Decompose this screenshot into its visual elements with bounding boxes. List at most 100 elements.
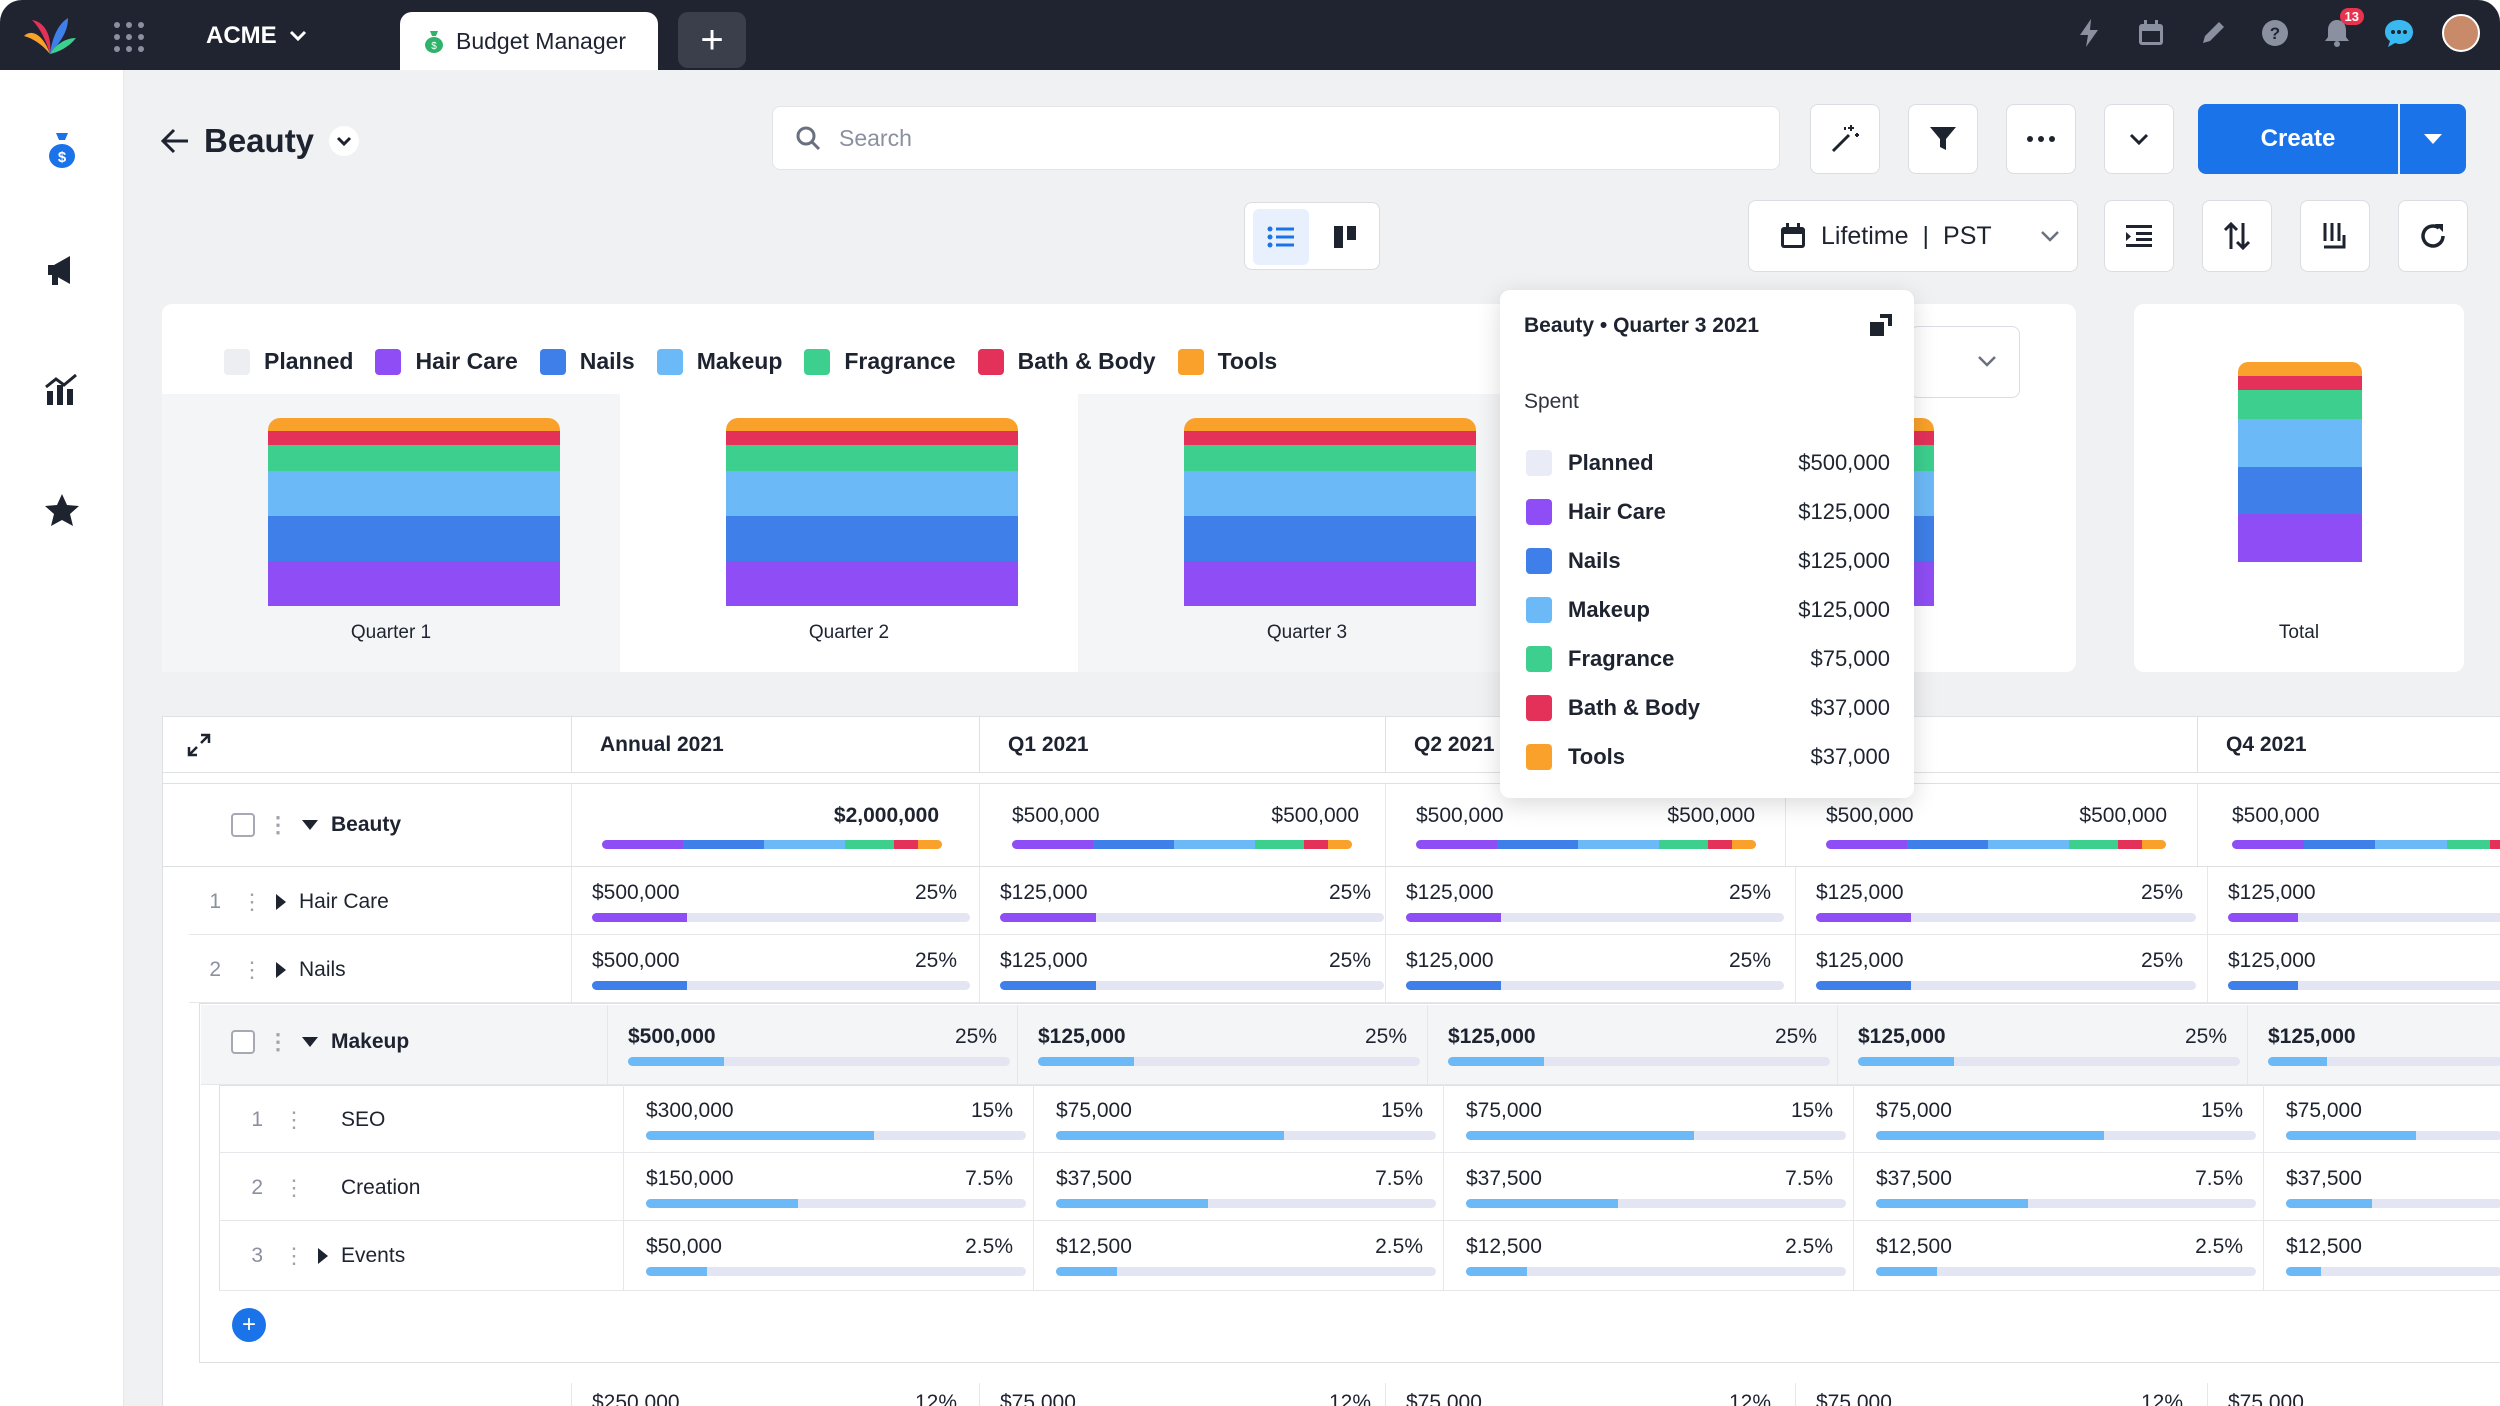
value-cell[interactable]: $125,000 25% bbox=[979, 935, 1385, 1003]
columns-button[interactable] bbox=[2300, 200, 2370, 272]
table-row[interactable]: 3 ⋮ Events bbox=[219, 1221, 2500, 1291]
value-cell[interactable]: $125,000 25% bbox=[1795, 935, 2197, 1003]
chat-icon[interactable] bbox=[2380, 14, 2418, 52]
legend-item-planned[interactable]: Planned bbox=[224, 348, 353, 375]
value-cell[interactable]: $125,000 25% bbox=[1385, 935, 1785, 1003]
drag-handle-icon[interactable]: ⋮ bbox=[283, 1175, 305, 1200]
legend-item-fragrance[interactable]: Fragrance bbox=[804, 348, 956, 375]
back-arrow-icon[interactable] bbox=[160, 128, 190, 154]
bar-segment-nails[interactable] bbox=[2238, 466, 2362, 515]
bar-segment-fragrance[interactable] bbox=[2238, 390, 2362, 419]
bar-segment-bath-body[interactable] bbox=[2238, 376, 2362, 391]
budget-money-bag-icon[interactable]: $ bbox=[42, 130, 82, 170]
value-cell[interactable]: $75,000 12% bbox=[979, 1383, 1385, 1406]
caret-down-icon[interactable] bbox=[301, 819, 319, 831]
legend-item-makeup[interactable]: Makeup bbox=[656, 348, 782, 375]
app-launcher-icon[interactable] bbox=[114, 22, 144, 52]
value-cell[interactable]: $75,000 bbox=[2207, 1383, 2500, 1406]
bar-segment-makeup[interactable] bbox=[726, 471, 1018, 517]
create-button[interactable]: Create bbox=[2198, 104, 2398, 174]
stacked-bar[interactable] bbox=[726, 418, 1018, 606]
value-cell[interactable]: $12,500 2.5% bbox=[1033, 1221, 1443, 1291]
caret-right-icon[interactable] bbox=[317, 1247, 329, 1265]
drag-handle-icon[interactable]: ⋮ bbox=[267, 1029, 289, 1054]
bar-segment-fragrance[interactable] bbox=[1184, 444, 1476, 472]
bar-segment-hair-care[interactable] bbox=[2238, 514, 2362, 562]
add-row-button[interactable]: + bbox=[232, 1308, 266, 1342]
user-avatar[interactable] bbox=[2442, 14, 2480, 52]
value-cell[interactable]: $37,500 7.5% bbox=[1033, 1153, 1443, 1221]
value-cell[interactable]: $75,000 15% bbox=[1033, 1085, 1443, 1153]
board-view-icon[interactable] bbox=[1317, 209, 1373, 265]
value-cell[interactable]: $75,000 12% bbox=[1385, 1383, 1785, 1406]
legend-item-nails[interactable]: Nails bbox=[539, 348, 635, 375]
value-cell[interactable]: $12,500 bbox=[2263, 1221, 2500, 1291]
drag-handle-icon[interactable]: ⋮ bbox=[241, 957, 263, 982]
bar-segment-nails[interactable] bbox=[268, 516, 560, 562]
legend-item-tools[interactable]: Tools bbox=[1177, 348, 1277, 375]
column-header[interactable]: Q1 2021 bbox=[979, 717, 1385, 773]
create-dropdown-button[interactable] bbox=[2400, 104, 2466, 174]
value-cell[interactable]: $50,000 2.5% bbox=[623, 1221, 1033, 1291]
bar-segment-makeup[interactable] bbox=[2238, 418, 2362, 467]
table-row[interactable]: 2 ⋮ Nails bbox=[189, 935, 2500, 1003]
date-range-selector[interactable]: Lifetime | PST bbox=[1748, 200, 2078, 272]
value-cell[interactable]: $125,000 25% bbox=[1837, 1005, 2247, 1085]
bar-segment-hair-care[interactable] bbox=[268, 561, 560, 606]
bar-segment-fragrance[interactable] bbox=[726, 444, 1018, 472]
drag-handle-icon[interactable]: ⋮ bbox=[267, 812, 289, 837]
value-cell[interactable]: $37,500 7.5% bbox=[1853, 1153, 2263, 1221]
table-row-subgroup[interactable]: ⋮ Makeup bbox=[201, 1005, 2500, 1085]
stacked-bar[interactable] bbox=[2238, 362, 2362, 562]
value-cell[interactable]: $75,000 15% bbox=[1853, 1085, 2263, 1153]
notifications-bell-icon[interactable]: 13 bbox=[2318, 8, 2364, 52]
megaphone-icon[interactable] bbox=[42, 250, 82, 290]
value-cell[interactable]: $125,000 25% bbox=[1385, 867, 1785, 935]
value-cell[interactable]: $125,000 bbox=[2207, 935, 2500, 1003]
bar-segment-bath-body[interactable] bbox=[268, 431, 560, 445]
drag-handle-icon[interactable]: ⋮ bbox=[283, 1107, 305, 1132]
bar-segment-tools[interactable] bbox=[1184, 418, 1476, 432]
list-view-icon[interactable] bbox=[1253, 209, 1309, 265]
value-cell[interactable]: $150,000 7.5% bbox=[623, 1153, 1033, 1221]
bar-segment-nails[interactable] bbox=[1184, 516, 1476, 562]
value-cell[interactable]: $125,000 25% bbox=[979, 867, 1385, 935]
chart-dropdown[interactable] bbox=[1910, 326, 2020, 398]
tab-budget-manager[interactable]: $ Budget Manager bbox=[400, 12, 658, 70]
value-cell[interactable]: $75,000 bbox=[2263, 1085, 2500, 1153]
value-cell[interactable]: $75,000 15% bbox=[1443, 1085, 1853, 1153]
stacked-bar[interactable] bbox=[268, 418, 560, 606]
table-row[interactable]: 1 ⋮ Hair Care bbox=[189, 867, 2500, 935]
stacked-bar[interactable] bbox=[1184, 418, 1476, 606]
bar-segment-bath-body[interactable] bbox=[1184, 431, 1476, 445]
app-logo[interactable] bbox=[22, 14, 78, 56]
table-row[interactable]: 1 ⋮ SEO bbox=[219, 1085, 2500, 1153]
pencil-icon[interactable] bbox=[2194, 14, 2232, 52]
quarter-card[interactable]: Quarter 2 bbox=[620, 394, 1078, 672]
bar-segment-bath-body[interactable] bbox=[726, 431, 1018, 445]
refresh-button[interactable] bbox=[2398, 200, 2468, 272]
help-icon[interactable]: ? bbox=[2256, 14, 2294, 52]
caret-down-icon[interactable] bbox=[301, 1036, 319, 1048]
column-header[interactable]: Annual 2021 bbox=[571, 717, 979, 773]
value-cell[interactable]: $125,000 bbox=[2207, 867, 2500, 935]
more-options-button[interactable] bbox=[2006, 104, 2076, 174]
value-cell[interactable]: $125,000 bbox=[2247, 1005, 2500, 1085]
calendar-icon[interactable] bbox=[2132, 14, 2170, 52]
value-cell[interactable]: $250,000 12% bbox=[571, 1383, 971, 1406]
legend-item-hair-care[interactable]: Hair Care bbox=[375, 348, 518, 375]
value-cell[interactable]: $500,000 25% bbox=[607, 1005, 1017, 1085]
expand-icon[interactable] bbox=[1868, 312, 1894, 338]
value-cell[interactable]: $300,000 15% bbox=[623, 1085, 1033, 1153]
caret-right-icon[interactable] bbox=[275, 893, 287, 911]
value-cell[interactable]: $12,500 2.5% bbox=[1443, 1221, 1853, 1291]
lightning-icon[interactable] bbox=[2070, 14, 2108, 52]
expand-arrows-icon[interactable] bbox=[187, 733, 211, 757]
add-tab-button[interactable]: + bbox=[678, 12, 746, 68]
caret-right-icon[interactable] bbox=[275, 961, 287, 979]
value-cell[interactable]: $37,500 7.5% bbox=[1443, 1153, 1853, 1221]
filter-button[interactable] bbox=[1908, 104, 1978, 174]
drag-handle-icon[interactable]: ⋮ bbox=[283, 1243, 305, 1268]
column-header[interactable]: Q4 2021 bbox=[2197, 717, 2500, 773]
magic-wand-button[interactable] bbox=[1810, 104, 1880, 174]
